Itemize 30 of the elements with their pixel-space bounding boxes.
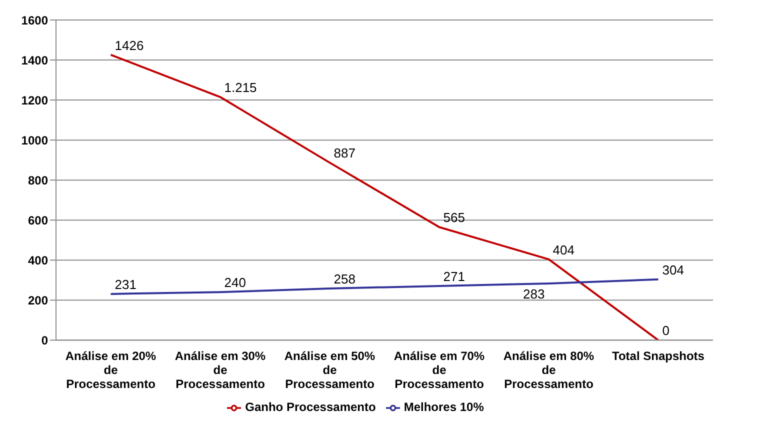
- y-tick-label: 600: [28, 213, 48, 228]
- x-tick-label: Análise em 50% de Processamento: [284, 349, 376, 392]
- data-label: 565: [443, 210, 465, 226]
- data-label: 304: [662, 262, 684, 278]
- legend-label: Ganho Processamento: [245, 400, 376, 414]
- data-label: 283: [523, 286, 545, 302]
- data-label: 1.215: [224, 80, 257, 96]
- x-tick-label: Análise em 30% de Processamento: [174, 349, 266, 392]
- y-tick-label: 400: [28, 253, 48, 268]
- data-label: 271: [443, 268, 465, 284]
- x-tick-label: Análise em 70% de Processamento: [394, 349, 485, 392]
- data-label: 1426: [114, 38, 144, 53]
- data-label: 0: [662, 323, 670, 338]
- y-tick-label: 1200: [21, 93, 48, 108]
- x-tick-label: Análise em 20% de Processamento: [65, 349, 156, 392]
- x-tick-label: Análise em 80% de Processamento: [503, 349, 594, 392]
- legend-label: Melhores 10%: [404, 400, 484, 414]
- y-tick-label: 1000: [21, 133, 48, 148]
- data-label: 404: [552, 242, 574, 258]
- y-tick-label: 200: [28, 293, 48, 308]
- y-tick-label: 0: [41, 333, 48, 348]
- x-tick-label: Total Snapshots: [612, 349, 705, 364]
- y-tick-label: 1400: [21, 53, 48, 68]
- data-label: 231: [114, 276, 136, 292]
- y-tick-label: 800: [28, 173, 48, 188]
- y-tick-label: 1600: [21, 13, 48, 28]
- data-label: 240: [224, 275, 246, 290]
- data-label: 258: [334, 272, 356, 287]
- data-label: 887: [334, 146, 356, 161]
- line-series: [110, 54, 660, 340]
